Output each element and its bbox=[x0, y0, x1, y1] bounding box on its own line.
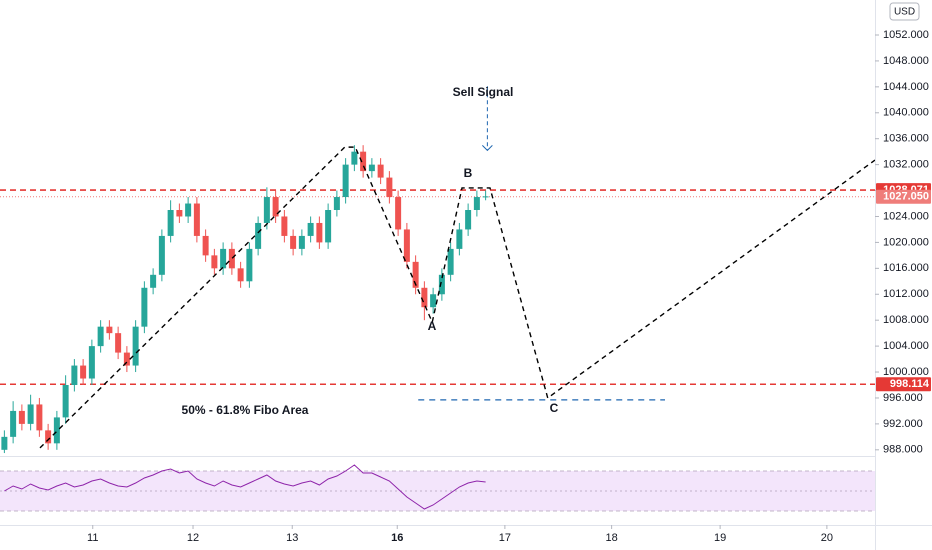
candle-body bbox=[80, 365, 87, 379]
candle-body bbox=[228, 248, 235, 269]
candle-body bbox=[473, 197, 480, 210]
candle-body bbox=[395, 197, 402, 230]
candle-body bbox=[465, 210, 472, 230]
candle-body bbox=[10, 410, 17, 437]
candle-body bbox=[176, 210, 183, 217]
price-label: 1027.050 bbox=[883, 191, 929, 203]
annotation: 50% - 61.8% Fibo Area bbox=[182, 403, 309, 417]
candle-body bbox=[88, 346, 95, 379]
annotation: C bbox=[550, 401, 559, 415]
candle-body bbox=[106, 326, 113, 334]
y-tick-label: 1020.000 bbox=[883, 236, 929, 248]
candle-body bbox=[211, 255, 218, 269]
candle-body bbox=[482, 196, 489, 198]
candle-body bbox=[281, 216, 288, 236]
candle-body bbox=[342, 164, 349, 198]
candle-body bbox=[27, 404, 34, 424]
candle-body bbox=[430, 294, 437, 308]
candle-body bbox=[386, 177, 393, 198]
candle-body bbox=[351, 151, 358, 165]
candle-body bbox=[158, 235, 165, 275]
candle-body bbox=[403, 229, 410, 262]
candle-body bbox=[97, 326, 104, 347]
y-tick-label: 1016.000 bbox=[883, 262, 929, 274]
y-tick-label: 1040.000 bbox=[883, 107, 929, 119]
candle-body bbox=[237, 268, 244, 282]
rsi-line bbox=[4, 464, 486, 510]
candle-body bbox=[45, 430, 52, 444]
candle-body bbox=[53, 417, 60, 444]
candle-body bbox=[150, 274, 157, 288]
candle-body bbox=[18, 410, 25, 424]
arrow-head bbox=[482, 145, 493, 152]
candle-body bbox=[456, 229, 463, 249]
candle-body bbox=[263, 197, 270, 223]
candle-body bbox=[246, 248, 253, 282]
x-tick-label: 19 bbox=[714, 532, 726, 544]
y-tick-label: 1012.000 bbox=[883, 288, 929, 300]
y-tick-label: 1036.000 bbox=[883, 133, 929, 145]
wave-line bbox=[39, 146, 876, 449]
candle-body bbox=[141, 287, 148, 327]
candle-body bbox=[272, 197, 279, 217]
x-tick-label: 12 bbox=[187, 532, 199, 544]
annotation: Sell Signal bbox=[453, 85, 514, 99]
y-tick-label: 988.000 bbox=[883, 444, 923, 456]
candle-body bbox=[368, 164, 375, 172]
y-tick-label: 996.000 bbox=[883, 392, 923, 404]
y-tick-label: 1048.000 bbox=[883, 55, 929, 67]
price-label-box bbox=[876, 377, 931, 392]
candle-body bbox=[202, 235, 209, 256]
x-tick-label: 20 bbox=[821, 532, 833, 544]
y-tick-label: 1052.000 bbox=[883, 29, 929, 41]
currency-box bbox=[889, 2, 920, 21]
candle-body bbox=[1, 436, 8, 450]
price-axis-bg bbox=[875, 0, 932, 525]
candle-body bbox=[438, 274, 445, 295]
annotation: A bbox=[428, 319, 437, 333]
price-label: 998.114 bbox=[890, 378, 930, 390]
candle-body bbox=[290, 235, 297, 249]
price-label-box bbox=[876, 189, 931, 204]
candle-body bbox=[377, 164, 384, 178]
candle-body bbox=[360, 151, 367, 172]
candle-body bbox=[185, 203, 192, 217]
candle-body bbox=[421, 287, 428, 308]
candle-body bbox=[333, 197, 340, 210]
candle-body bbox=[36, 404, 43, 431]
candle-body bbox=[167, 210, 174, 236]
candle-body bbox=[193, 203, 200, 236]
candle-body bbox=[412, 261, 419, 288]
candle-body bbox=[220, 248, 227, 269]
annotation: B bbox=[464, 166, 473, 180]
x-tick-label: 17 bbox=[499, 532, 511, 544]
candle-body bbox=[115, 333, 122, 353]
candle-body bbox=[123, 352, 130, 366]
y-tick-label: 992.000 bbox=[883, 418, 923, 430]
candle-body bbox=[71, 365, 78, 385]
candle-body bbox=[255, 222, 262, 249]
y-tick-label: 1000.000 bbox=[883, 366, 929, 378]
candle-body bbox=[298, 235, 305, 249]
x-tick-label: 18 bbox=[606, 532, 618, 544]
candle-body bbox=[325, 210, 332, 243]
x-tick-label: 16 bbox=[391, 532, 403, 544]
x-tick-label: 13 bbox=[286, 532, 298, 544]
candle-body bbox=[132, 326, 139, 366]
candle-body bbox=[62, 385, 69, 418]
candle-body bbox=[316, 222, 323, 243]
currency-label: USD bbox=[894, 7, 915, 18]
y-tick-label: 1004.000 bbox=[883, 340, 929, 352]
y-tick-label: 1032.000 bbox=[883, 159, 929, 171]
candle-body bbox=[307, 222, 314, 236]
y-tick-label: 1024.000 bbox=[883, 210, 929, 222]
candle-body bbox=[447, 248, 454, 275]
x-tick-label: 11 bbox=[87, 532, 98, 544]
y-tick-label: 1008.000 bbox=[883, 314, 929, 326]
y-tick-label: 1044.000 bbox=[883, 81, 929, 93]
